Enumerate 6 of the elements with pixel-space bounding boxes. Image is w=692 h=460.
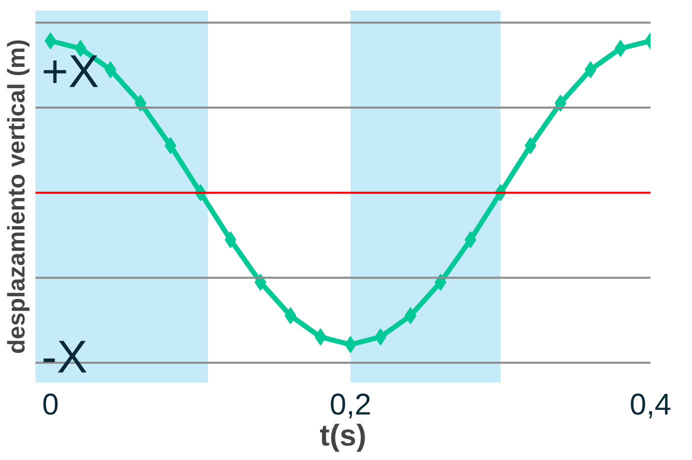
annotation: +X: [42, 45, 100, 98]
x-tick-label: 0,4: [630, 388, 672, 422]
y-axis-title: desplazamiento vertical (m): [4, 39, 30, 354]
x-axis-title: t(s): [320, 420, 366, 452]
x-tick-label: 0,2: [330, 388, 372, 422]
x-tick-label: 0: [42, 388, 59, 422]
